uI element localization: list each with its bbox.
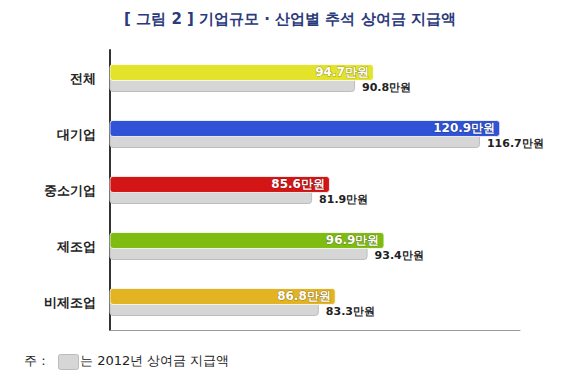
svg-text:93.4만원: 93.4만원 [375, 249, 424, 262]
svg-text:전체: 전체 [70, 71, 96, 86]
svg-text:[ 그림 2 ] 기업규모 · 산업별 추석 상여금 지급액: [ 그림 2 ] 기업규모 · 산업별 추석 상여금 지급액 [124, 10, 456, 28]
svg-text:83.3만원: 83.3만원 [326, 305, 375, 318]
svg-text:85.6만원: 85.6만원 [271, 177, 325, 191]
svg-text:는 2012년 상여금 지급액: 는 2012년 상여금 지급액 [80, 353, 229, 368]
svg-text:제조업: 제조업 [56, 239, 96, 254]
svg-text:81.9만원: 81.9만원 [319, 193, 368, 206]
svg-text:116.7만원: 116.7만원 [487, 137, 544, 150]
svg-text:90.8만원: 90.8만원 [362, 81, 411, 94]
svg-text:120.9만원: 120.9만원 [433, 121, 495, 135]
svg-text:96.9만원: 96.9만원 [326, 233, 380, 247]
svg-text:비제조업: 비제조업 [44, 295, 96, 310]
svg-text:중소기업: 중소기업 [44, 183, 96, 198]
svg-text:대기업: 대기업 [57, 127, 96, 142]
svg-text:94.7만원: 94.7만원 [315, 65, 369, 79]
svg-text:86.8만원: 86.8만원 [277, 289, 331, 303]
svg-text:주 :: 주 : [24, 353, 46, 368]
